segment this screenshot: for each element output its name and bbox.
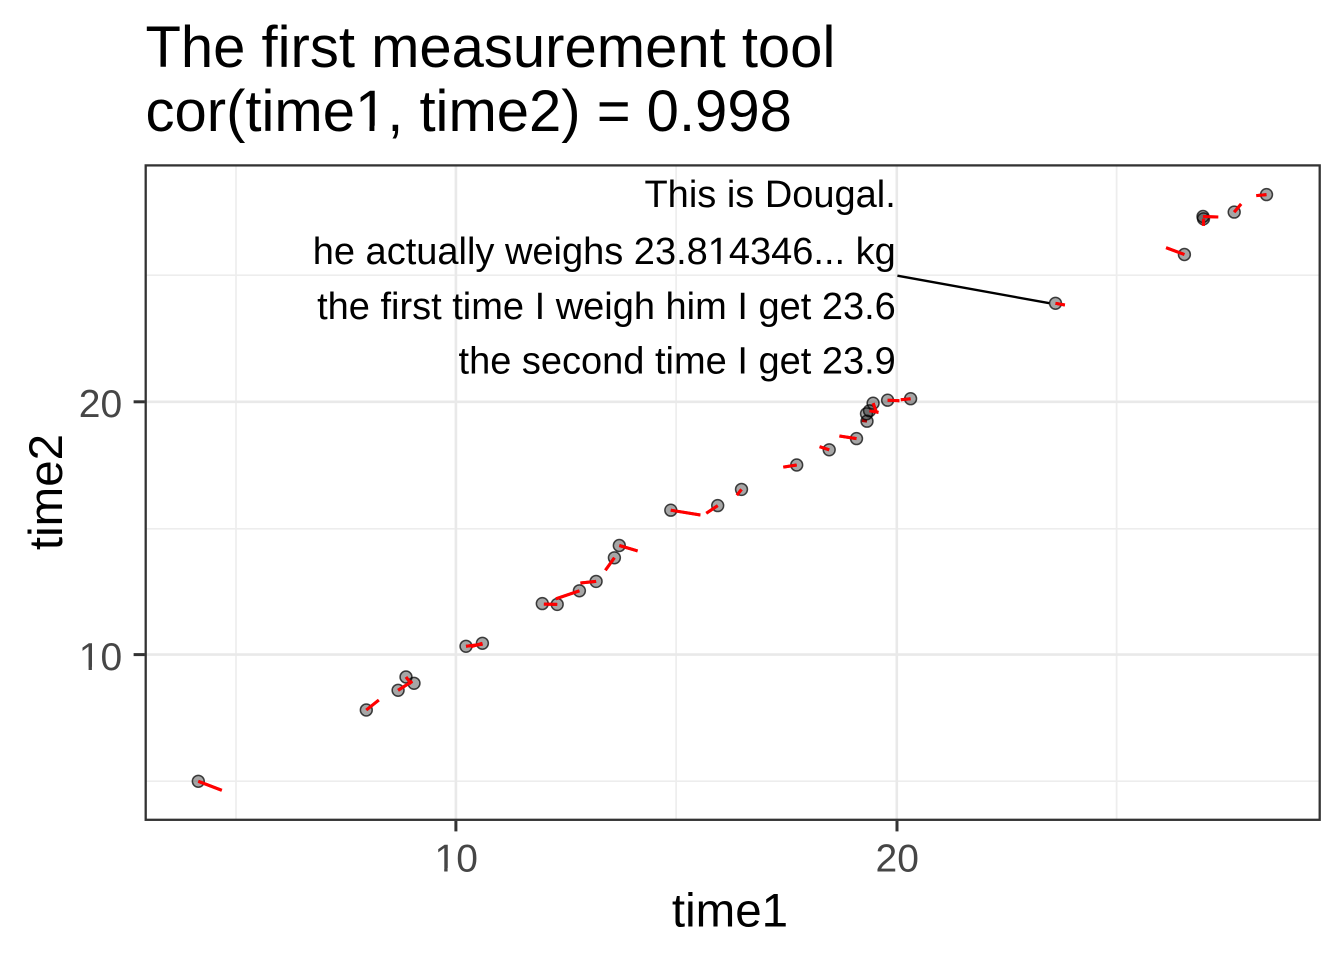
svg-text:The first measurement tool: The first measurement tool [146,15,836,80]
svg-text:10: 10 [435,837,478,880]
svg-text:time2: time2 [20,434,73,550]
svg-text:20: 20 [79,383,122,426]
svg-text:time1: time1 [672,885,788,938]
svg-text:10: 10 [79,636,122,679]
svg-text:20: 20 [876,837,919,880]
svg-text:he actually weighs 23.814346..: he actually weighs 23.814346... kg [313,231,896,273]
svg-text:the first time I weigh him I g: the first time I weigh him I get 23.6 [317,286,896,328]
svg-text:This is Dougal.: This is Dougal. [644,174,895,216]
svg-text:the second time I get 23.9: the second time I get 23.9 [459,341,896,383]
svg-text:cor(time1, time2) = 0.998: cor(time1, time2) = 0.998 [146,79,792,144]
